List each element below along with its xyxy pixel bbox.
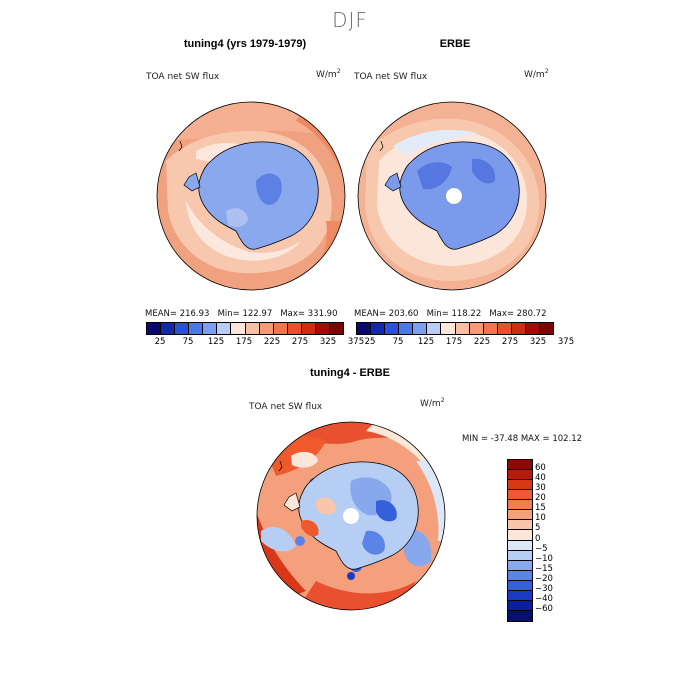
colorbar-swatch <box>511 323 526 334</box>
colorbar-tick-label: −15 <box>535 563 553 574</box>
colorbar-tick-label: 175 <box>235 337 253 347</box>
colorbar-swatch <box>483 323 498 334</box>
colorbar-tick-label: −10 <box>535 553 553 564</box>
colorbar-tick-label: 40 <box>535 473 546 484</box>
colorbar-tick-label: 60 <box>535 463 546 474</box>
diff-panel-title: tuning4 - ERBE <box>309 367 391 379</box>
model-panel-title: tuning4 (yrs 1979-1979) <box>183 38 307 50</box>
colorbar-swatch <box>203 323 218 334</box>
colorbar-swatch <box>508 500 532 511</box>
obs-colorbar-ticks: 25 75 125 175 225 275 325 375 <box>356 337 575 349</box>
diff-colorbar-ticks: 60 40 30 20 15 10 5 0 −5 −10 −15 −20 −30 −40 −60 <box>535 459 575 620</box>
colorbar-tick-label: 125 <box>417 337 435 347</box>
colorbar-tick-label: −40 <box>535 593 553 604</box>
colorbar-tick-label: 275 <box>291 337 309 347</box>
colorbar-swatch <box>385 323 400 334</box>
colorbar-swatch <box>147 323 162 334</box>
colorbar-swatch <box>315 323 331 334</box>
colorbar-swatch <box>371 323 386 334</box>
colorbar-tick-label: −20 <box>535 573 553 584</box>
colorbar-swatch <box>508 520 532 531</box>
model-units-label: W/m2 <box>316 68 341 80</box>
colorbar-swatch <box>508 490 532 501</box>
colorbar-tick-label: 325 <box>319 337 337 347</box>
colorbar-tick-label: 30 <box>535 483 546 494</box>
model-colorbar-ticks: 25 75 125 175 225 275 325 375 <box>146 337 365 349</box>
colorbar-tick-label: 225 <box>473 337 491 347</box>
colorbar-swatch <box>245 323 260 334</box>
colorbar-swatch <box>525 323 541 334</box>
colorbar-swatch <box>508 550 532 561</box>
colorbar-tick-label: 10 <box>535 513 546 524</box>
colorbar-swatch <box>508 530 532 541</box>
colorbar-swatch <box>508 540 532 551</box>
colorbar-swatch <box>427 323 442 334</box>
colorbar-tick-label: −60 <box>535 603 553 614</box>
figure-title: DJF <box>332 8 368 32</box>
colorbar-swatch <box>497 323 512 334</box>
model-polar-map <box>156 101 346 291</box>
obs-polar-map <box>357 101 547 291</box>
colorbar-swatch <box>399 323 414 334</box>
colorbar-swatch <box>161 323 176 334</box>
colorbar-swatch <box>357 323 372 334</box>
colorbar-swatch <box>508 480 532 491</box>
colorbar-swatch <box>330 323 344 334</box>
diff-colorbar <box>507 459 533 622</box>
colorbar-tick-label: 5 <box>535 523 541 534</box>
colorbar-swatch <box>508 610 532 621</box>
colorbar-swatch <box>508 510 532 521</box>
colorbar-tick-label: 375 <box>347 337 365 347</box>
colorbar-swatch <box>301 323 316 334</box>
colorbar-swatch <box>441 323 456 334</box>
colorbar-tick-label: 175 <box>445 337 463 347</box>
colorbar-tick-label: 325 <box>529 337 547 347</box>
colorbar-swatch <box>413 323 428 334</box>
colorbar-tick-label: 275 <box>501 337 519 347</box>
colorbar-tick-label: 75 <box>182 337 194 347</box>
model-stats: MEAN= 216.93 Min= 122.97 Max= 331.90 <box>145 309 338 319</box>
obs-variable-label: TOA net SW flux <box>354 72 428 82</box>
colorbar-swatch <box>540 323 554 334</box>
colorbar-tick-label: 125 <box>207 337 225 347</box>
diff-units-label: W/m2 <box>420 397 445 409</box>
colorbar-tick-label: 25 <box>154 337 166 347</box>
colorbar-swatch <box>273 323 288 334</box>
diff-variable-label: TOA net SW flux <box>249 402 323 412</box>
colorbar-swatch <box>508 600 532 611</box>
obs-units-label: W/m2 <box>524 68 549 80</box>
colorbar-tick-label: 25 <box>364 337 376 347</box>
colorbar-swatch <box>508 560 532 571</box>
colorbar-tick-label: 225 <box>263 337 281 347</box>
colorbar-swatch <box>259 323 274 334</box>
colorbar-swatch <box>217 323 232 334</box>
colorbar-swatch <box>508 590 532 601</box>
colorbar-tick-label: 375 <box>557 337 575 347</box>
colorbar-tick-label: 20 <box>535 493 546 504</box>
colorbar-swatch <box>287 323 302 334</box>
colorbar-swatch <box>455 323 470 334</box>
model-variable-label: TOA net SW flux <box>146 72 220 82</box>
colorbar-swatch <box>469 323 484 334</box>
obs-colorbar <box>356 322 554 335</box>
colorbar-swatch <box>508 580 532 591</box>
colorbar-tick-label: 0 <box>535 533 541 544</box>
colorbar-swatch <box>508 570 532 581</box>
diff-polar-map <box>256 421 446 611</box>
colorbar-swatch <box>189 323 204 334</box>
obs-panel-title: ERBE <box>439 38 471 50</box>
colorbar-tick-label: −30 <box>535 583 553 594</box>
colorbar-swatch <box>175 323 190 334</box>
colorbar-swatch <box>508 470 532 481</box>
colorbar-tick-label: −5 <box>535 543 548 554</box>
colorbar-tick-label: 15 <box>535 503 546 514</box>
colorbar-tick-label: 75 <box>392 337 404 347</box>
colorbar-swatch <box>508 460 532 471</box>
colorbar-swatch <box>231 323 246 334</box>
model-colorbar <box>146 322 344 335</box>
obs-stats: MEAN= 203.60 Min= 118.22 Max= 280.72 <box>354 309 547 319</box>
diff-minmax: MIN = -37.48 MAX = 102.12 <box>462 434 583 444</box>
